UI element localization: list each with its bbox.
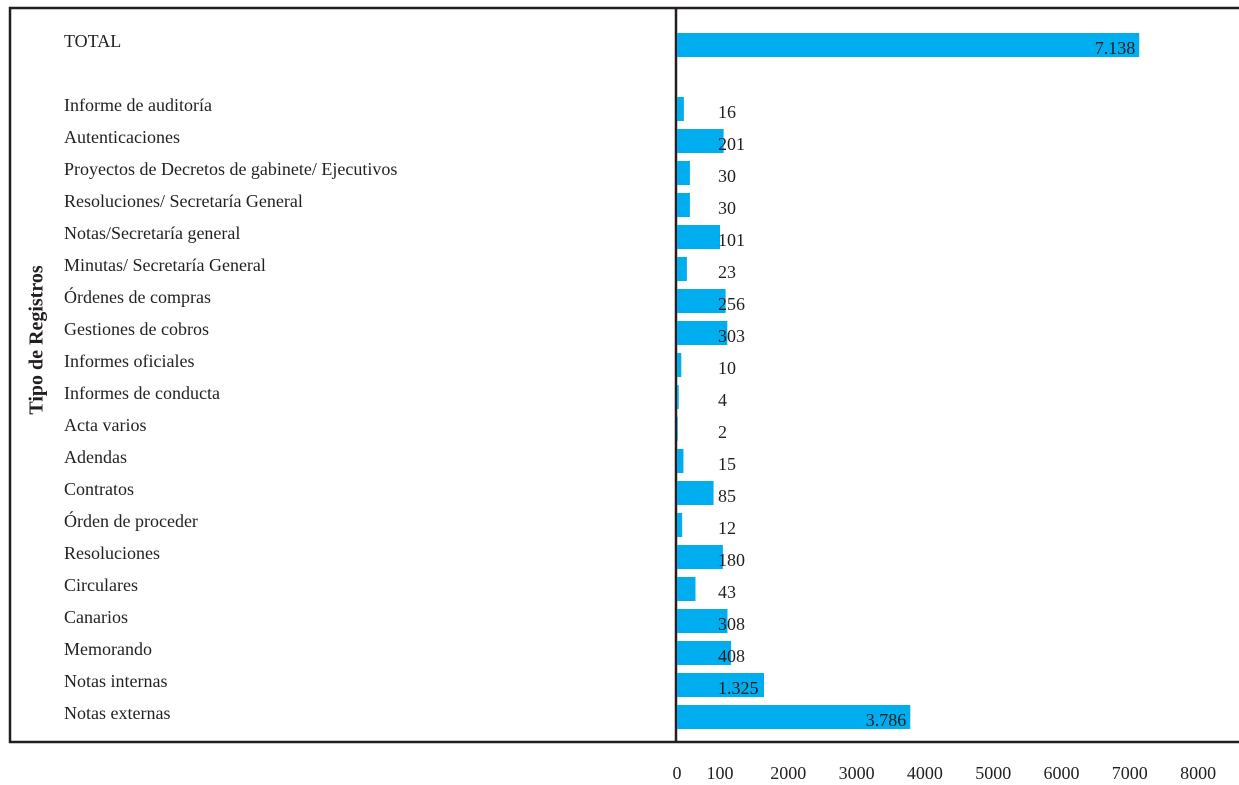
bar xyxy=(677,609,728,633)
value-label: 30 xyxy=(718,166,736,186)
frame xyxy=(8,6,1239,744)
bar xyxy=(677,225,721,249)
category-label: Resoluciones xyxy=(64,543,160,563)
value-label: 303 xyxy=(718,326,745,346)
bar xyxy=(677,321,728,345)
value-label: 1.325 xyxy=(718,678,759,698)
bar xyxy=(677,481,714,505)
category-label: Acta varios xyxy=(64,415,146,435)
bar xyxy=(677,513,683,537)
category-label: Órdenes de compras xyxy=(64,286,211,307)
x-tick-label: 6000 xyxy=(1044,763,1080,783)
bar xyxy=(677,353,682,377)
category-label: Autenticaciones xyxy=(64,127,180,147)
x-tick-label: 5000 xyxy=(975,763,1011,783)
bar xyxy=(677,257,687,281)
value-label: 16 xyxy=(718,102,736,122)
x-tick-label: 4000 xyxy=(907,763,943,783)
value-label: 10 xyxy=(718,358,736,378)
category-label: Memorando xyxy=(64,639,152,659)
category-label: Informes de conducta xyxy=(64,383,220,403)
category-label: Notas internas xyxy=(64,671,167,691)
category-label: Informe de auditoría xyxy=(64,95,212,115)
y-axis-label: Tipo de Registros xyxy=(26,265,48,414)
bar xyxy=(677,97,684,121)
bar xyxy=(677,545,723,569)
bar xyxy=(677,385,679,409)
category-label: Canarios xyxy=(64,607,128,627)
category-label: Notas externas xyxy=(64,703,170,723)
category-label: Proyectos de Decretos de gabinete/ Ejecu… xyxy=(64,159,397,179)
bar xyxy=(677,33,1140,57)
bar xyxy=(677,577,696,601)
value-label: 256 xyxy=(718,294,745,314)
value-label: 30 xyxy=(718,198,736,218)
x-tick-label: 2000 xyxy=(770,763,806,783)
bar xyxy=(677,289,726,313)
x-tick-label: 100 xyxy=(707,763,734,783)
bar xyxy=(677,673,765,697)
category-label: Notas/Secretaría general xyxy=(64,223,240,243)
category-label: Órden de proceder xyxy=(64,510,198,531)
bar xyxy=(677,705,911,729)
value-label: 201 xyxy=(718,134,745,154)
x-tick-label: 8000 xyxy=(1180,763,1216,783)
value-label: 15 xyxy=(718,454,736,474)
category-label: Circulares xyxy=(64,575,138,595)
category-label: Minutas/ Secretaría General xyxy=(64,255,266,275)
x-tick-label: 7000 xyxy=(1112,763,1148,783)
bar xyxy=(677,129,724,153)
category-label: Adendas xyxy=(64,447,127,467)
bar xyxy=(677,449,684,473)
value-label: 180 xyxy=(718,550,745,570)
value-label: 2 xyxy=(718,422,727,442)
x-tick-label: 0 xyxy=(673,763,682,783)
x-tick-label: 3000 xyxy=(839,763,875,783)
category-label: Gestiones de cobros xyxy=(64,319,209,339)
value-label: 23 xyxy=(718,262,736,282)
value-label: 408 xyxy=(718,646,745,666)
bar xyxy=(677,641,732,665)
value-label: 308 xyxy=(718,614,745,634)
category-label: Resoluciones/ Secretaría General xyxy=(64,191,303,211)
category-label: Contratos xyxy=(64,479,134,499)
value-label: 85 xyxy=(718,486,736,506)
value-label: 3.786 xyxy=(866,710,907,730)
value-label: 7.138 xyxy=(1095,38,1136,58)
value-label: 101 xyxy=(718,230,745,250)
value-label: 43 xyxy=(718,582,736,602)
bar xyxy=(677,161,690,185)
value-label: 12 xyxy=(718,518,736,538)
bar xyxy=(677,193,690,217)
category-label: Informes oficiales xyxy=(64,351,194,371)
category-label: TOTAL xyxy=(64,31,121,51)
bar xyxy=(677,417,678,441)
value-label: 4 xyxy=(718,390,727,410)
